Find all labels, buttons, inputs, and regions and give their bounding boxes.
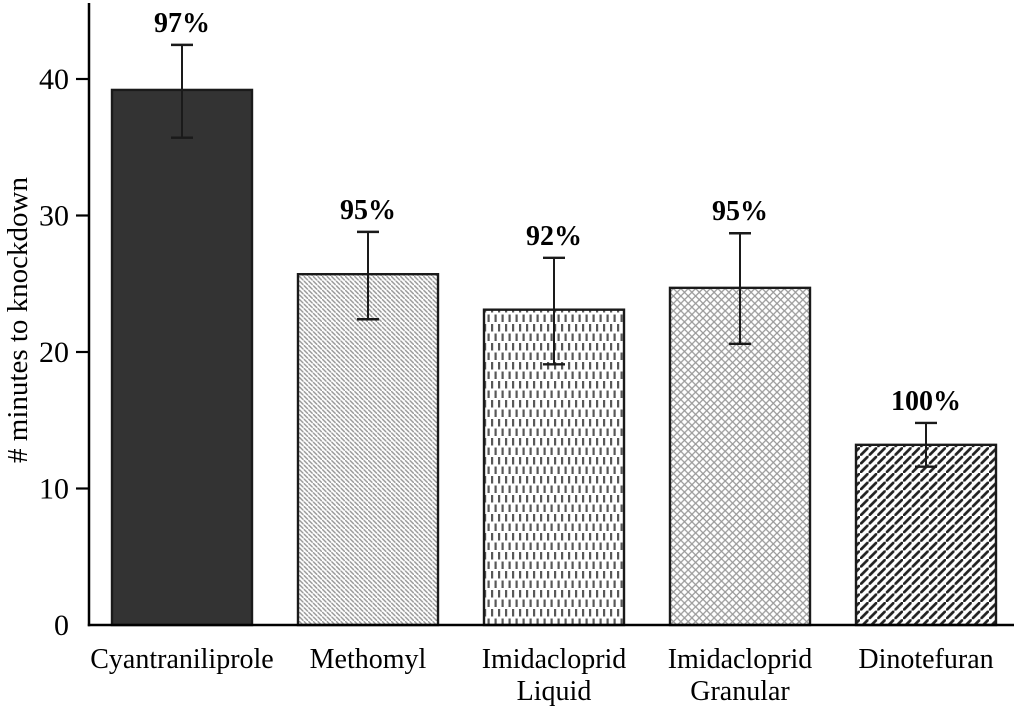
x-category-label: Imidacloprid bbox=[668, 644, 813, 675]
y-tick-label: 30 bbox=[39, 200, 69, 233]
plot-bar bbox=[854, 443, 998, 627]
error-bar bbox=[357, 230, 379, 321]
y-tick-label: 20 bbox=[39, 336, 69, 369]
plot-bar bbox=[296, 272, 440, 627]
error-bar bbox=[171, 43, 193, 139]
bar-group-cyantraniliprole bbox=[110, 88, 254, 627]
bar-group-methomyl bbox=[296, 272, 440, 627]
x-category-label: Liquid bbox=[517, 676, 592, 707]
y-tick-label: 10 bbox=[39, 473, 69, 506]
x-category-label: Dinotefuran bbox=[858, 644, 993, 675]
percent-label: 95% bbox=[712, 196, 768, 227]
error-bar bbox=[729, 232, 751, 346]
x-category-label: Imidacloprid bbox=[482, 644, 627, 675]
y-tick-label: 0 bbox=[54, 609, 69, 642]
y-tick-label: 40 bbox=[39, 63, 69, 96]
plot-bar bbox=[110, 88, 254, 627]
percent-label: 95% bbox=[340, 195, 396, 226]
percent-label: 97% bbox=[154, 8, 210, 39]
x-category-label: Methomyl bbox=[310, 644, 427, 675]
error-bar bbox=[543, 256, 565, 366]
error-bar bbox=[915, 421, 937, 468]
x-category-label: Cyantraniliprole bbox=[90, 644, 274, 675]
x-category-label: Granular bbox=[690, 676, 790, 707]
bar-group-dinotefuran bbox=[854, 443, 998, 627]
percent-label: 100% bbox=[891, 386, 961, 417]
percent-label: 92% bbox=[526, 221, 582, 252]
y-axis-title: # minutes to knockdown bbox=[2, 177, 34, 463]
